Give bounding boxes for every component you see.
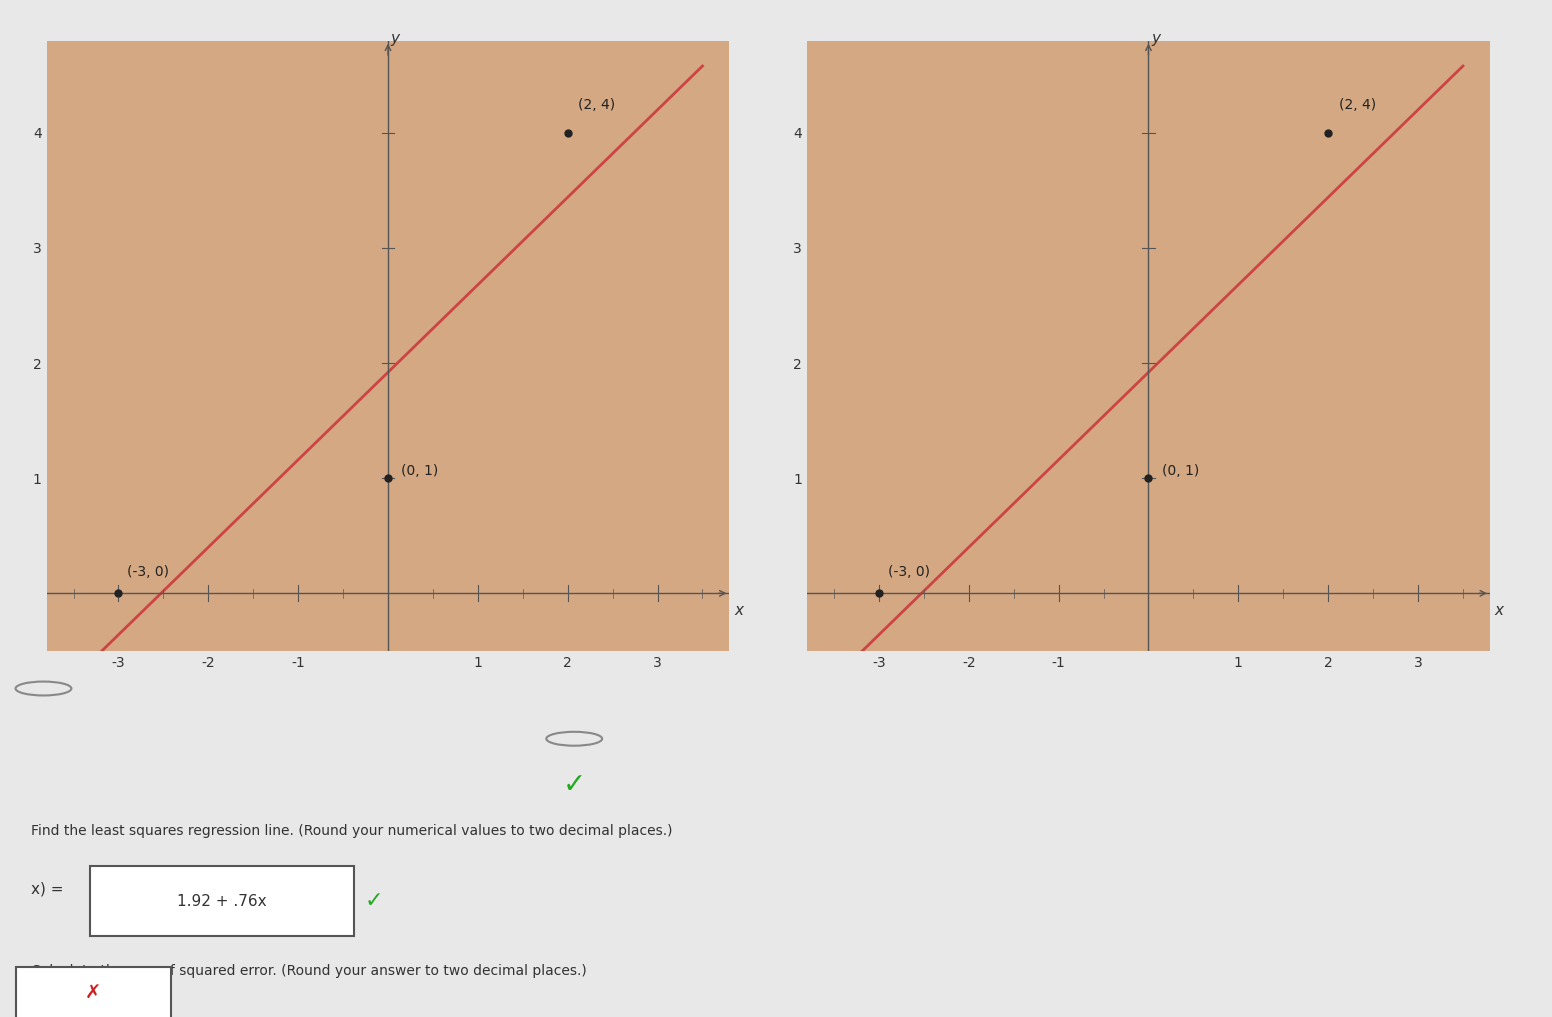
FancyBboxPatch shape xyxy=(16,967,171,1017)
Text: x) =: x) = xyxy=(31,882,64,897)
Text: Calculate the sum of squared error. (Round your answer to two decimal places.): Calculate the sum of squared error. (Rou… xyxy=(31,964,587,977)
Text: (-3, 0): (-3, 0) xyxy=(127,565,169,580)
Text: y: y xyxy=(391,32,400,47)
Text: 1.92 + .76x: 1.92 + .76x xyxy=(177,894,267,908)
Text: (2, 4): (2, 4) xyxy=(579,98,616,112)
Text: (2, 4): (2, 4) xyxy=(1339,98,1377,112)
Text: ✓: ✓ xyxy=(563,771,585,799)
Text: (0, 1): (0, 1) xyxy=(402,464,439,478)
Text: y: y xyxy=(1152,32,1161,47)
Text: x: x xyxy=(734,603,743,618)
Text: (0, 1): (0, 1) xyxy=(1162,464,1200,478)
Text: (-3, 0): (-3, 0) xyxy=(888,565,930,580)
Text: ✓: ✓ xyxy=(365,891,383,911)
Text: Find the least squares regression line. (Round your numerical values to two deci: Find the least squares regression line. … xyxy=(31,825,672,838)
FancyBboxPatch shape xyxy=(90,866,354,936)
Text: x: x xyxy=(1495,603,1504,618)
Text: ✗: ✗ xyxy=(85,984,101,1004)
